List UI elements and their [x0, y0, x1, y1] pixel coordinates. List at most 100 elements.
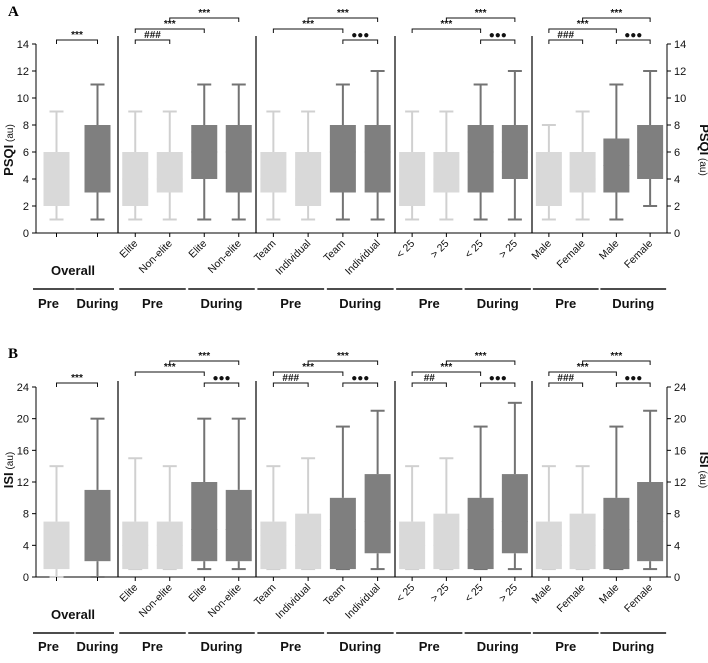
- y-tick-label-right: 4: [674, 174, 680, 186]
- significance-bracket: ***: [169, 351, 240, 365]
- box-elite-during: [191, 417, 218, 571]
- significance-marker: ***: [577, 19, 589, 30]
- significance-bracket: ***: [56, 30, 98, 44]
- y-tick-label-left: 12: [17, 66, 29, 78]
- box-25-pre: [433, 457, 460, 571]
- group-gender: Male Female Male Female### ●●●******Pre Durin…: [529, 8, 667, 311]
- significance-marker: ***: [337, 8, 349, 19]
- significance-bracket: ###: [548, 30, 584, 44]
- significance-bracket: ●●●: [480, 30, 516, 44]
- significance-bracket: ***: [272, 19, 344, 33]
- bracket-line: [272, 371, 344, 376]
- significance-marker: ***: [441, 19, 453, 30]
- significance-marker: ###: [557, 373, 574, 384]
- box-iqr: [225, 125, 252, 193]
- during-label: During: [201, 639, 243, 654]
- y-axis-title: ISI (au): [1, 452, 16, 488]
- box-nonelite-pre: [156, 465, 183, 571]
- box-25-pre: [399, 110, 426, 221]
- significance-bracket: ●●●: [615, 373, 651, 387]
- significance-marker: ***: [302, 362, 314, 373]
- bracket-line: [307, 360, 379, 365]
- x-tick-label: Team: [252, 581, 279, 608]
- group-gender: Male Female Male Female### ●●●******Pre Durin…: [529, 351, 667, 654]
- pre-label: Pre: [142, 296, 163, 311]
- box-overall-during: [84, 417, 111, 578]
- bracket-line: [548, 39, 584, 44]
- y-axis-title-right-text: PSQI: [697, 124, 708, 155]
- significance-bracket: ***: [548, 19, 617, 33]
- box-iqr: [84, 489, 111, 562]
- box-iqr: [433, 513, 460, 570]
- box-25-during: [501, 70, 528, 221]
- pre-label: Pre: [142, 639, 163, 654]
- group-age: < 25 > 25 < 25 > 25## ●●●******Pre During: [394, 351, 531, 654]
- significance-marker: ##: [424, 373, 436, 384]
- significance-marker: ●●●: [624, 373, 642, 384]
- bracket-line: [582, 17, 651, 22]
- significance-marker: ###: [144, 30, 161, 41]
- bracket-line: [548, 28, 617, 33]
- significance-bracket: ***: [445, 351, 516, 365]
- x-tick-label: Non-elite: [206, 238, 244, 276]
- box-male-pre: [535, 124, 562, 221]
- box-iqr: [364, 474, 391, 554]
- pre-label: Pre: [555, 639, 576, 654]
- y-tick-label-right: 0: [674, 228, 680, 240]
- pre-label: Pre: [38, 639, 59, 654]
- bracket-line: [169, 17, 240, 22]
- significance-marker: ***: [71, 30, 83, 41]
- y-tick-label-right: 12: [674, 477, 686, 489]
- box-iqr: [467, 125, 494, 193]
- significance-bracket: ***: [56, 373, 98, 387]
- y-axis-unit: (au): [5, 124, 16, 145]
- significance-marker: ###: [282, 373, 299, 384]
- significance-bracket: ***: [411, 19, 482, 33]
- box-team-during: [329, 425, 356, 571]
- box-individual-during: [364, 70, 391, 221]
- box-nonelite-pre: [156, 110, 183, 221]
- pre-label: Pre: [419, 296, 440, 311]
- pre-label: Pre: [555, 296, 576, 311]
- x-tick-label: Team: [321, 581, 348, 608]
- box-iqr: [501, 474, 528, 554]
- bracket-line: [582, 360, 651, 365]
- significance-marker: ***: [475, 351, 487, 362]
- x-tick-label: < 25: [463, 582, 486, 605]
- x-tick-label: Non-elite: [137, 238, 175, 276]
- x-tick-label: Individual: [343, 582, 383, 622]
- bracket-line: [411, 371, 482, 376]
- during-label: During: [477, 296, 519, 311]
- bracket-line: [134, 371, 205, 376]
- y-tick-label-left: 4: [23, 540, 29, 552]
- box-iqr: [364, 125, 391, 193]
- during-label: During: [612, 296, 654, 311]
- x-tick-label: Female: [555, 582, 588, 615]
- x-tick-label: Male: [529, 238, 554, 263]
- y-tick-label-right: 2: [674, 201, 680, 213]
- significance-marker: ***: [611, 8, 623, 19]
- x-tick-label: Elite: [186, 238, 209, 261]
- y-axis-title-text: ISI: [1, 472, 16, 488]
- significance-bracket: ***: [169, 8, 240, 22]
- x-tick-label: > 25: [428, 238, 451, 261]
- during-label: During: [77, 296, 119, 311]
- box-individual-pre: [295, 457, 322, 571]
- y-tick-label-left: 10: [17, 93, 29, 105]
- box-overall-during: [84, 83, 111, 221]
- significance-marker: ●●●: [624, 30, 642, 41]
- bracket-line: [342, 382, 379, 387]
- x-tick-label: Elite: [117, 582, 140, 605]
- y-tick-label-right: 4: [674, 540, 680, 552]
- bracket-line: [445, 17, 516, 22]
- box-iqr: [260, 152, 287, 193]
- significance-marker: ***: [164, 19, 176, 30]
- bracket-line: [272, 28, 344, 33]
- bracket-line: [272, 382, 309, 387]
- box-elite-during: [191, 83, 218, 221]
